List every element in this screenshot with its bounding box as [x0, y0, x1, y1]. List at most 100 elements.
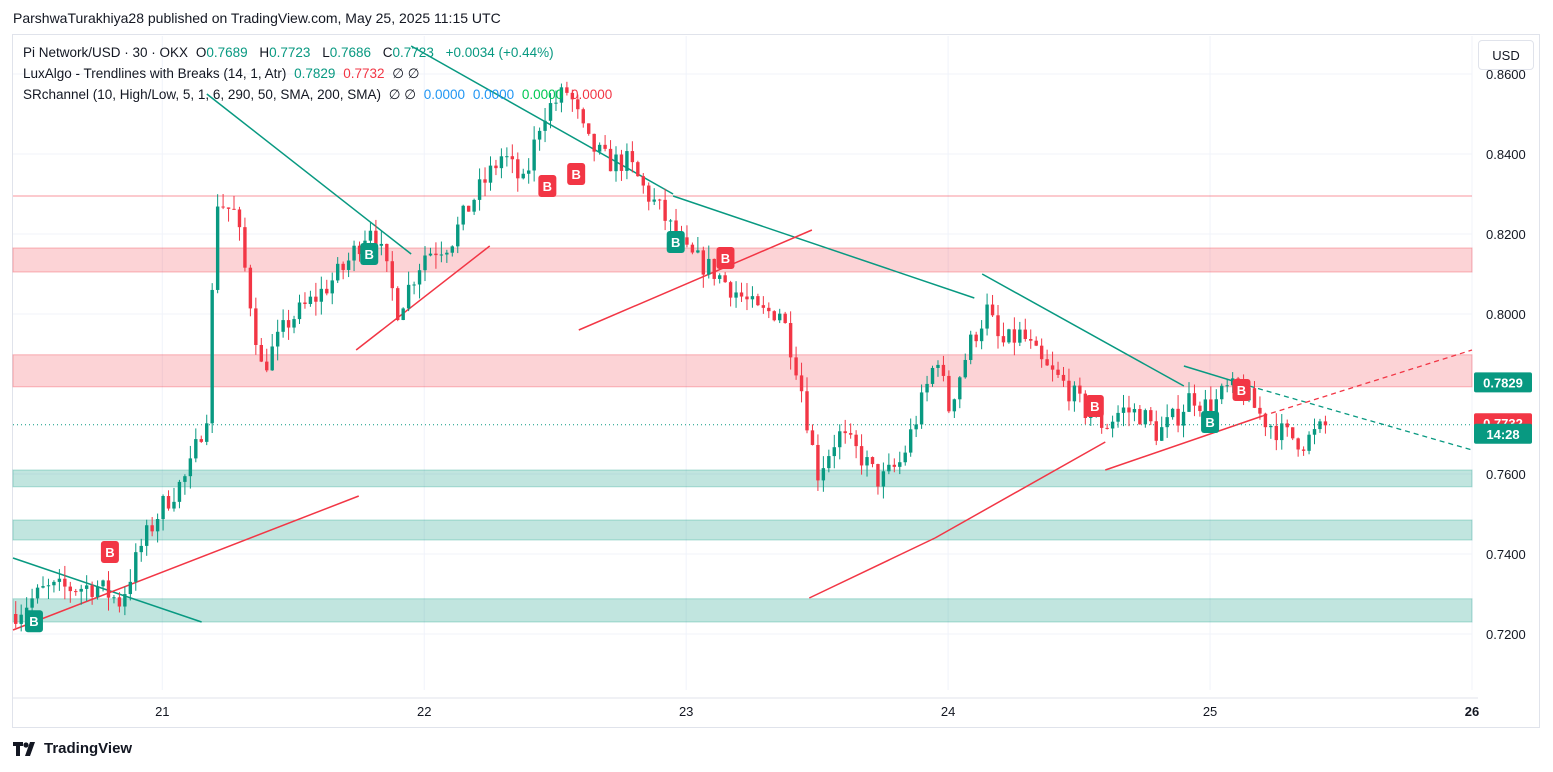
luxalgo-name[interactable]: LuxAlgo - Trendlines with Breaks (14, 1,…: [23, 66, 287, 81]
candle-body: [335, 263, 340, 281]
candle-body: [144, 525, 149, 546]
candle-body: [1132, 408, 1137, 413]
candle-body: [161, 496, 165, 520]
grid: [13, 36, 1473, 690]
candle-body: [254, 308, 258, 345]
y-tick-label: 0.8600: [1486, 67, 1526, 82]
candle-body: [488, 165, 493, 183]
candle-body: [368, 230, 373, 241]
srchannel-name[interactable]: SRchannel (10, High/Low, 5, 1, 6, 290, 5…: [23, 87, 381, 102]
support-zone: [12, 469, 1473, 488]
price-label-text: 14:28: [1486, 427, 1519, 442]
candle-body: [1198, 405, 1202, 412]
resistance-zone: [12, 354, 1473, 388]
candle-body: [396, 288, 400, 321]
break-marker-down: [100, 541, 119, 563]
candle-body: [155, 519, 160, 532]
candle-body: [286, 320, 291, 328]
candle-body: [1083, 393, 1088, 418]
candle-body: [325, 288, 329, 294]
break-markers: B B B B B B B B B B: [24, 163, 1251, 633]
candle-body: [226, 207, 231, 209]
break-marker-label: B: [1237, 383, 1246, 398]
candle-body: [581, 109, 585, 124]
candle-body: [166, 496, 171, 509]
candle-body: [570, 92, 575, 100]
break-marker-label: B: [571, 167, 580, 182]
candle-body: [576, 99, 580, 110]
srchannel-legend[interactable]: SRchannel (10, High/Low, 5, 1, 6, 290, 5…: [23, 87, 616, 103]
candle-body: [123, 594, 127, 607]
break-marker-up: [24, 610, 43, 633]
candle-body: [450, 246, 454, 253]
candle-body: [603, 144, 607, 149]
candle-body: [597, 144, 602, 152]
candle-body: [275, 331, 280, 347]
candle-body: [690, 244, 695, 253]
candle-body: [183, 476, 187, 482]
break-marker-label: B: [1090, 399, 1099, 414]
candle-body: [357, 245, 362, 255]
candle-body: [499, 156, 504, 169]
candle-body: [930, 367, 935, 384]
support-zone: [12, 519, 1473, 541]
footer-brand-name: TradingView: [44, 740, 133, 757]
x-tick-label: 23: [679, 704, 693, 719]
candle-body: [112, 597, 116, 599]
candle-body: [1072, 385, 1077, 402]
uptrend-extension: [1262, 349, 1473, 417]
currency-button[interactable]: USD: [1478, 40, 1534, 70]
chart-frame[interactable]: [12, 34, 1540, 728]
candle-body: [303, 302, 307, 305]
candle-body: [876, 464, 880, 487]
candle-body: [1050, 365, 1055, 370]
candle-body: [537, 130, 542, 140]
candle-body: [466, 205, 471, 212]
luxalgo-legend[interactable]: LuxAlgo - Trendlines with Breaks (14, 1,…: [23, 66, 424, 82]
candle-body: [761, 305, 766, 308]
candle-body: [685, 237, 689, 245]
candle-body: [456, 224, 460, 247]
candle-body: [1061, 374, 1066, 381]
candle-body: [106, 580, 111, 598]
candle-body: [68, 586, 72, 592]
open-label: O: [195, 45, 207, 60]
change-value: +0.0034 (+0.44%): [445, 45, 554, 60]
price-label-box: [1474, 372, 1532, 393]
candle-body: [1007, 329, 1011, 343]
candle-body: [95, 586, 100, 597]
candle-body: [1318, 421, 1322, 430]
y-tick-label: 0.8200: [1486, 227, 1526, 242]
candle-body: [1023, 329, 1027, 340]
candle-body: [90, 585, 94, 597]
candle-body: [1225, 385, 1229, 387]
candle-body: [1029, 339, 1033, 341]
candle-body: [139, 545, 143, 553]
candle-body: [1034, 340, 1038, 346]
srchannel-value-3: 0.0000: [521, 87, 564, 102]
candle-body: [248, 267, 253, 309]
symbol-legend[interactable]: Pi Network/USD · 30 · OKX O0.7689 H0.772…: [23, 45, 558, 60]
candle-body: [1045, 359, 1049, 366]
candle-body: [608, 148, 613, 172]
candle-body: [297, 302, 302, 320]
downtrend-line: [410, 45, 674, 195]
candle-body: [745, 296, 749, 300]
candle-body: [428, 253, 433, 256]
candle-body: [330, 280, 334, 294]
candle-body: [1258, 407, 1262, 414]
candle-body: [521, 173, 525, 179]
low-label: L: [322, 45, 330, 60]
candle-body: [892, 464, 897, 467]
downtrend-line: [672, 195, 975, 299]
candle-body: [101, 580, 105, 587]
break-marker-down: [538, 175, 557, 197]
candle-body: [614, 154, 618, 172]
candle-body: [696, 250, 700, 253]
symbol-name[interactable]: Pi Network/USD · 30 · OKX: [23, 45, 189, 60]
footer-brand[interactable]: TradingView: [13, 740, 132, 757]
candle-body: [221, 206, 225, 208]
uptrend-line: [1105, 415, 1263, 471]
candle-body: [772, 311, 776, 321]
